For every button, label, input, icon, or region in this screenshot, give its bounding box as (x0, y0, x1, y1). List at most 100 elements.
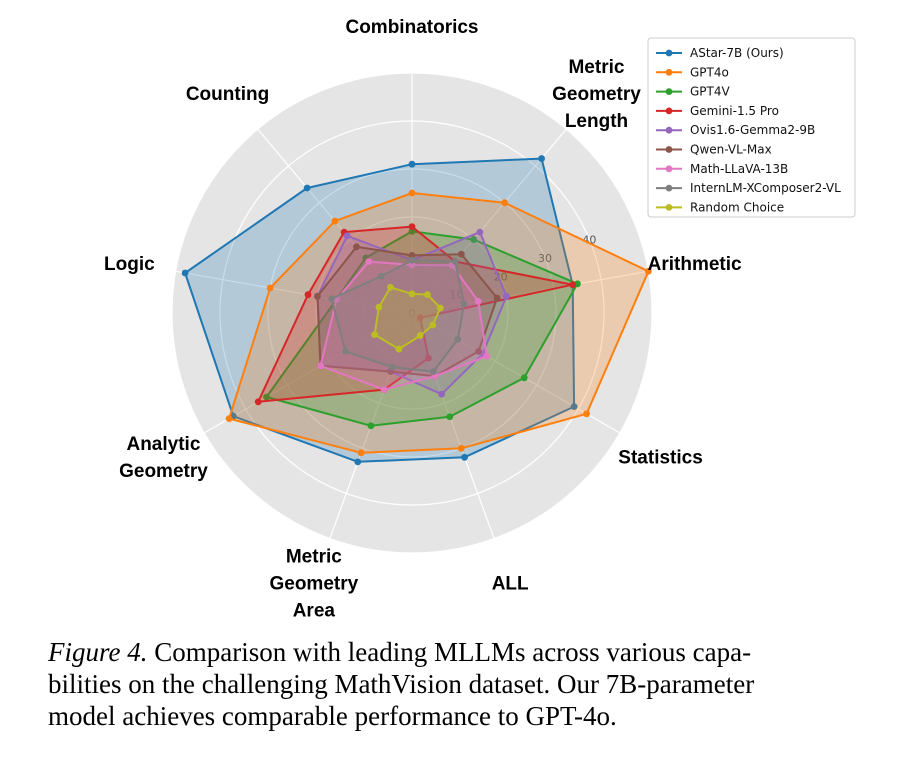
series-point (388, 363, 396, 371)
axis-label-line: Metric (286, 547, 342, 568)
series-point (583, 410, 590, 418)
grid-spoke (411, 270, 649, 314)
series-point (342, 348, 349, 355)
series-point (371, 331, 378, 338)
axis-label-line: Metric (568, 57, 624, 78)
series-point (181, 269, 189, 277)
series-point (483, 352, 491, 360)
series-line (319, 260, 488, 391)
axis-label: Statistics (618, 448, 702, 469)
series-point (446, 413, 454, 421)
legend-label: GPT4V (690, 85, 731, 99)
axis-label: Counting (186, 84, 269, 105)
series-group (328, 256, 468, 376)
series-point (476, 228, 484, 236)
axis-label: Logic (104, 254, 155, 275)
axis-label-line: Logic (104, 254, 155, 275)
series-point (357, 449, 365, 457)
radar-series (181, 155, 652, 466)
series-area (331, 260, 464, 372)
axis-label-line: Geometry (269, 574, 358, 595)
legend-frame (647, 37, 856, 218)
series-point (304, 291, 312, 299)
grid-spoke (411, 312, 495, 539)
legend-marker (665, 107, 673, 115)
series-point (520, 374, 528, 382)
series-point (424, 291, 431, 299)
series-point (266, 284, 274, 292)
legend-label: GPT4o (690, 65, 729, 79)
series-area (317, 232, 507, 395)
series-line (373, 286, 442, 351)
series-line (330, 259, 465, 373)
series-line (265, 230, 579, 427)
legend-label: Ovis1.6-Gemma2-9B (690, 123, 815, 137)
series-point (570, 403, 578, 410)
series-group (371, 283, 444, 353)
legend-item: GPT4o (656, 65, 729, 79)
legend-marker (665, 49, 673, 57)
legend-item: Random Choice (656, 200, 784, 214)
series-point (328, 295, 336, 303)
series-line (228, 192, 650, 454)
series-area (229, 193, 649, 453)
legend-label: InternLM-XComposer2-VL (690, 181, 841, 195)
series-point (353, 243, 360, 251)
legend-marker (665, 204, 673, 211)
series-point (354, 458, 362, 466)
series-point (408, 160, 416, 168)
series-group (314, 228, 510, 398)
series-point (375, 303, 383, 311)
series-point (416, 314, 424, 322)
series-point (387, 283, 394, 291)
series-point (493, 294, 501, 302)
legend-item: Gemini-1.5 Pro (656, 104, 779, 118)
legend-label: Math-LLaVA-13B (690, 162, 788, 176)
series-point (331, 217, 339, 225)
legend-marker (665, 184, 673, 192)
series-line (184, 157, 576, 463)
series-area (317, 246, 498, 377)
legend-item: AStar-7B (Ours) (656, 46, 784, 60)
axis-label-line: Length (565, 111, 628, 132)
series-line (316, 245, 499, 378)
series-point (408, 261, 416, 269)
series-point (263, 393, 270, 401)
legend-label: Random Choice (690, 200, 784, 214)
series-point (454, 336, 462, 343)
axis-label-line: Combinatorics (345, 17, 478, 38)
axis-label-line: Counting (186, 84, 269, 105)
chart-legend: AStar-7B (Ours) GPT4o GPT4V Gemini-1.5 Pro O… (647, 37, 856, 218)
series-point (457, 444, 465, 452)
series-point (380, 386, 388, 394)
series-point (377, 272, 385, 280)
series-point (408, 223, 416, 231)
series-point (475, 348, 482, 355)
series-point (438, 390, 445, 398)
caption-line-3: model achieves comparable performance to… (48, 701, 617, 731)
series-point (429, 368, 437, 376)
legend-item: GPT4V (656, 85, 731, 99)
series-point (425, 354, 432, 362)
series-point (470, 236, 478, 243)
axis-label: Combinatorics (345, 17, 478, 38)
legend-item: Math-LLaVA-13B (656, 162, 788, 176)
axis-label-line: ALL (492, 574, 529, 595)
radar-axis-labels: Combinatorics Metric Geometry Length Arithme… (104, 17, 742, 622)
series-point (451, 258, 459, 265)
figure-caption: Figure 4. Comparison with leading MLLMs … (48, 636, 898, 732)
series-point (416, 332, 424, 339)
axis-label-line: Arithmetic (648, 254, 742, 275)
legend-label: AStar-7B (Ours) (690, 46, 784, 60)
series-point (644, 267, 652, 275)
series-group (314, 243, 501, 380)
legend-marker (665, 165, 673, 173)
series-point (501, 199, 508, 207)
series-point (367, 422, 375, 430)
series-point (408, 290, 416, 298)
series-point (365, 258, 373, 265)
series-point (457, 250, 465, 258)
series-point (408, 252, 416, 259)
